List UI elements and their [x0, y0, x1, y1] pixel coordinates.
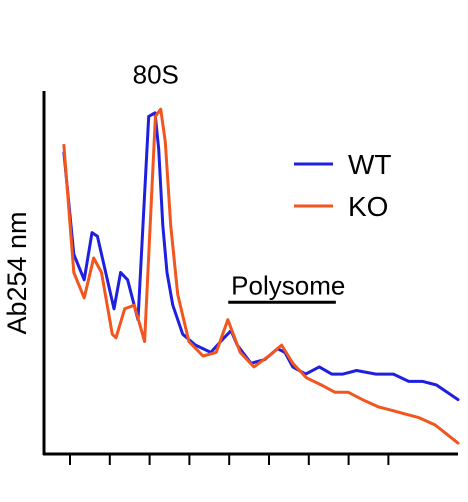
- series-line-ko: [62, 107, 460, 445]
- annotations: 80S Polysome: [133, 60, 345, 304]
- legend: WT KO: [294, 149, 392, 222]
- x-ticks: [69, 455, 390, 465]
- legend-label-wt: WT: [348, 149, 392, 180]
- series-line-wt: [62, 111, 460, 402]
- y-axis-label: Ab254 nm: [2, 211, 32, 334]
- annotation-80s: 80S: [133, 60, 179, 90]
- legend-label-ko: KO: [348, 191, 388, 222]
- annotation-polysome: Polysome: [231, 270, 345, 300]
- plot-area: [62, 107, 460, 445]
